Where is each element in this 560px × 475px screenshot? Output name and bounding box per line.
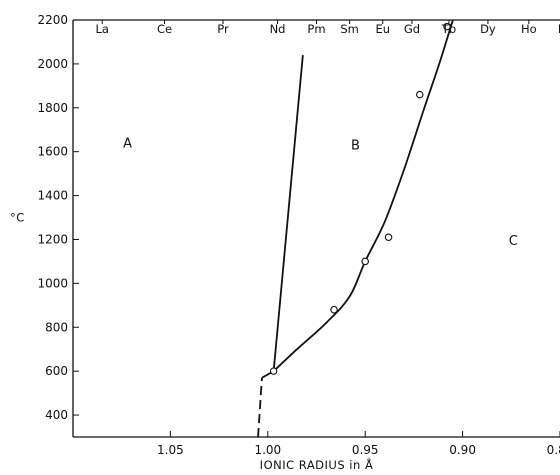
data-point bbox=[415, 90, 424, 99]
y-axis-title: °C bbox=[10, 211, 25, 225]
data-points bbox=[269, 22, 451, 375]
element-label: Gd bbox=[404, 22, 420, 36]
x-tick-label: 0.95 bbox=[352, 443, 379, 457]
x-tick-label: 1.00 bbox=[254, 443, 281, 457]
x-tick-label: 1.05 bbox=[157, 443, 184, 457]
element-label: Eu bbox=[375, 22, 390, 36]
region-label: A bbox=[123, 136, 132, 151]
x-tick-label: 0.90 bbox=[449, 443, 476, 457]
phase-boundary-3 bbox=[272, 55, 304, 372]
y-tick-label: 800 bbox=[45, 320, 68, 334]
data-point bbox=[330, 305, 338, 314]
element-label: La bbox=[95, 22, 108, 36]
phase-boundary-4 bbox=[273, 19, 454, 372]
element-label: Sm bbox=[340, 22, 359, 36]
data-point bbox=[361, 257, 369, 266]
axes: 400 600 800 1000 1200 1400 1600 1800 2000 2200 1.0… bbox=[37, 13, 560, 457]
y-tick-label: 2200 bbox=[37, 13, 68, 27]
data-point bbox=[384, 233, 393, 242]
data-point bbox=[269, 367, 278, 375]
element-label: Er bbox=[558, 22, 560, 36]
x-tick-label: 0.85 bbox=[547, 443, 560, 457]
phase-boundary-1 bbox=[257, 377, 263, 438]
element-label: Pr bbox=[217, 22, 229, 36]
element-label: Tb bbox=[441, 22, 456, 36]
y-tick-label: 1200 bbox=[37, 232, 68, 246]
element-label: Nd bbox=[270, 22, 286, 36]
y-tick-label: 400 bbox=[45, 408, 68, 422]
element-label: Ho bbox=[521, 22, 537, 36]
x-axis-title: IONIC RADIUS in Å bbox=[260, 457, 374, 472]
region-label: C bbox=[509, 234, 518, 249]
y-tick-label: 1800 bbox=[37, 101, 68, 115]
data-point bbox=[443, 22, 451, 31]
region-label: B bbox=[351, 138, 360, 153]
element-label: Dy bbox=[480, 22, 496, 36]
y-tick-label: 1000 bbox=[37, 276, 68, 290]
y-tick-label: 1600 bbox=[37, 145, 68, 159]
y-tick-label: 2000 bbox=[37, 57, 68, 71]
y-tick-label: 1400 bbox=[37, 189, 68, 203]
element-label: Pm bbox=[307, 22, 325, 36]
y-tick-label: 600 bbox=[45, 364, 68, 378]
element-label: Ce bbox=[157, 22, 172, 36]
phase-boundaries bbox=[257, 19, 454, 438]
